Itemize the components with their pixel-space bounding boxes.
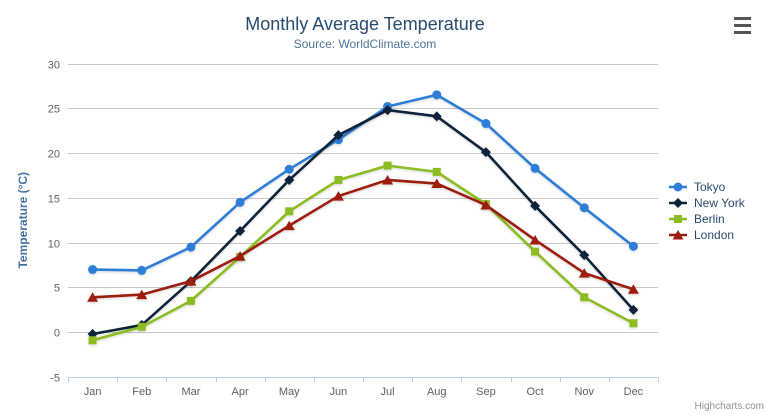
data-point-london[interactable] bbox=[578, 268, 590, 278]
y-axis-label: 10 bbox=[48, 239, 60, 251]
x-axis-label: Jul bbox=[381, 386, 395, 398]
data-point-london[interactable] bbox=[136, 289, 148, 300]
hamburger-menu-icon bbox=[734, 17, 751, 20]
y-axis-label: -5 bbox=[50, 373, 60, 385]
x-axis-label: Feb bbox=[132, 386, 151, 398]
data-point-london[interactable] bbox=[431, 178, 443, 189]
data-point-berlin[interactable] bbox=[580, 293, 589, 302]
legend: Tokyo New York Berlin London bbox=[669, 179, 745, 243]
data-point-london[interactable] bbox=[627, 284, 639, 294]
legend-marker-tokyo bbox=[669, 182, 687, 192]
data-point-new-york[interactable] bbox=[530, 200, 541, 211]
y-axis-label: 15 bbox=[48, 194, 60, 206]
data-point-tokyo[interactable] bbox=[530, 163, 540, 173]
data-point-new-york[interactable] bbox=[382, 105, 393, 116]
x-axis-label: Aug bbox=[427, 386, 447, 398]
data-point-tokyo[interactable] bbox=[284, 164, 294, 174]
legend-label-tokyo: Tokyo bbox=[694, 180, 726, 194]
legend-label-new-york: New York bbox=[694, 196, 745, 210]
series-line-berlin bbox=[91, 164, 635, 342]
data-point-berlin[interactable] bbox=[629, 319, 638, 328]
series-london bbox=[87, 174, 639, 302]
data-point-tokyo[interactable] bbox=[481, 119, 491, 129]
y-axis-label: 5 bbox=[54, 283, 60, 295]
hamburger-menu-icon bbox=[734, 31, 751, 34]
data-point-berlin[interactable] bbox=[285, 207, 294, 216]
data-point-tokyo[interactable] bbox=[186, 242, 196, 252]
data-point-new-york[interactable] bbox=[333, 130, 344, 141]
y-axis-title: Temperature (°C) bbox=[16, 172, 30, 269]
data-point-london[interactable] bbox=[480, 200, 492, 210]
data-point-new-york[interactable] bbox=[284, 174, 295, 185]
series-line-london bbox=[91, 178, 635, 299]
x-axis-label: Sep bbox=[476, 386, 496, 398]
x-axis-label: Jun bbox=[330, 386, 348, 398]
x-axis-label: May bbox=[279, 386, 300, 398]
series-new-york bbox=[87, 105, 639, 340]
data-point-new-york[interactable] bbox=[431, 111, 442, 122]
data-point-berlin[interactable] bbox=[432, 167, 441, 176]
data-point-london[interactable] bbox=[283, 220, 295, 231]
data-point-tokyo[interactable] bbox=[432, 90, 442, 100]
data-point-berlin[interactable] bbox=[88, 336, 97, 345]
x-axis-label: Apr bbox=[232, 386, 249, 398]
legend-marker-london bbox=[669, 230, 687, 240]
y-axis-label: 20 bbox=[48, 149, 60, 161]
legend-item-london[interactable]: London bbox=[669, 227, 745, 243]
legend-symbol-london bbox=[672, 230, 684, 240]
data-point-london[interactable] bbox=[529, 234, 541, 245]
series-line-new-york bbox=[91, 108, 635, 336]
legend-symbol-berlin bbox=[674, 215, 682, 223]
legend-symbol-tokyo bbox=[673, 182, 683, 192]
credits-link[interactable]: Highcharts.com bbox=[694, 401, 764, 412]
legend-label-london: London bbox=[694, 228, 735, 242]
y-axis-label: 0 bbox=[54, 328, 60, 340]
data-point-new-york[interactable] bbox=[628, 304, 639, 315]
data-point-new-york[interactable] bbox=[579, 250, 590, 261]
data-point-berlin[interactable] bbox=[137, 322, 146, 331]
legend-marker-berlin bbox=[669, 215, 687, 223]
legend-item-tokyo[interactable]: Tokyo bbox=[669, 179, 745, 195]
legend-marker-new-york bbox=[669, 198, 687, 208]
chart-subtitle: Source: WorldClimate.com bbox=[293, 37, 437, 51]
legend-symbol-new-york bbox=[673, 198, 683, 208]
data-point-berlin[interactable] bbox=[186, 296, 195, 305]
data-point-tokyo[interactable] bbox=[88, 265, 98, 275]
data-point-berlin[interactable] bbox=[334, 175, 343, 184]
legend-item-berlin[interactable]: Berlin bbox=[669, 211, 745, 227]
x-axis-label: Mar bbox=[181, 386, 200, 398]
export-menu-button[interactable] bbox=[732, 17, 754, 34]
series-tokyo bbox=[88, 90, 638, 275]
hamburger-menu-icon bbox=[734, 24, 751, 27]
y-axis-label: 30 bbox=[48, 60, 60, 72]
data-point-london[interactable] bbox=[185, 276, 197, 286]
data-point-new-york[interactable] bbox=[480, 147, 491, 158]
data-point-tokyo[interactable] bbox=[628, 241, 638, 251]
data-point-london[interactable] bbox=[382, 174, 394, 185]
data-point-london[interactable] bbox=[332, 191, 344, 201]
x-axis-label: Jan bbox=[84, 386, 102, 398]
data-point-tokyo[interactable] bbox=[235, 197, 245, 207]
x-axis-label: Dec bbox=[624, 386, 644, 398]
y-axis-label: 25 bbox=[48, 104, 60, 116]
data-point-berlin[interactable] bbox=[531, 247, 540, 256]
data-point-london[interactable] bbox=[87, 292, 99, 302]
data-point-tokyo[interactable] bbox=[579, 203, 589, 213]
x-axis-label: Nov bbox=[574, 386, 594, 398]
legend-item-new-york[interactable]: New York bbox=[669, 195, 745, 211]
x-axis-label: Oct bbox=[527, 386, 544, 398]
legend-label-berlin: Berlin bbox=[694, 212, 725, 226]
data-point-berlin[interactable] bbox=[383, 161, 392, 170]
chart-title: Monthly Average Temperature bbox=[245, 14, 485, 34]
data-point-london[interactable] bbox=[234, 251, 246, 261]
data-point-new-york[interactable] bbox=[235, 225, 246, 236]
data-point-tokyo[interactable] bbox=[137, 265, 147, 275]
